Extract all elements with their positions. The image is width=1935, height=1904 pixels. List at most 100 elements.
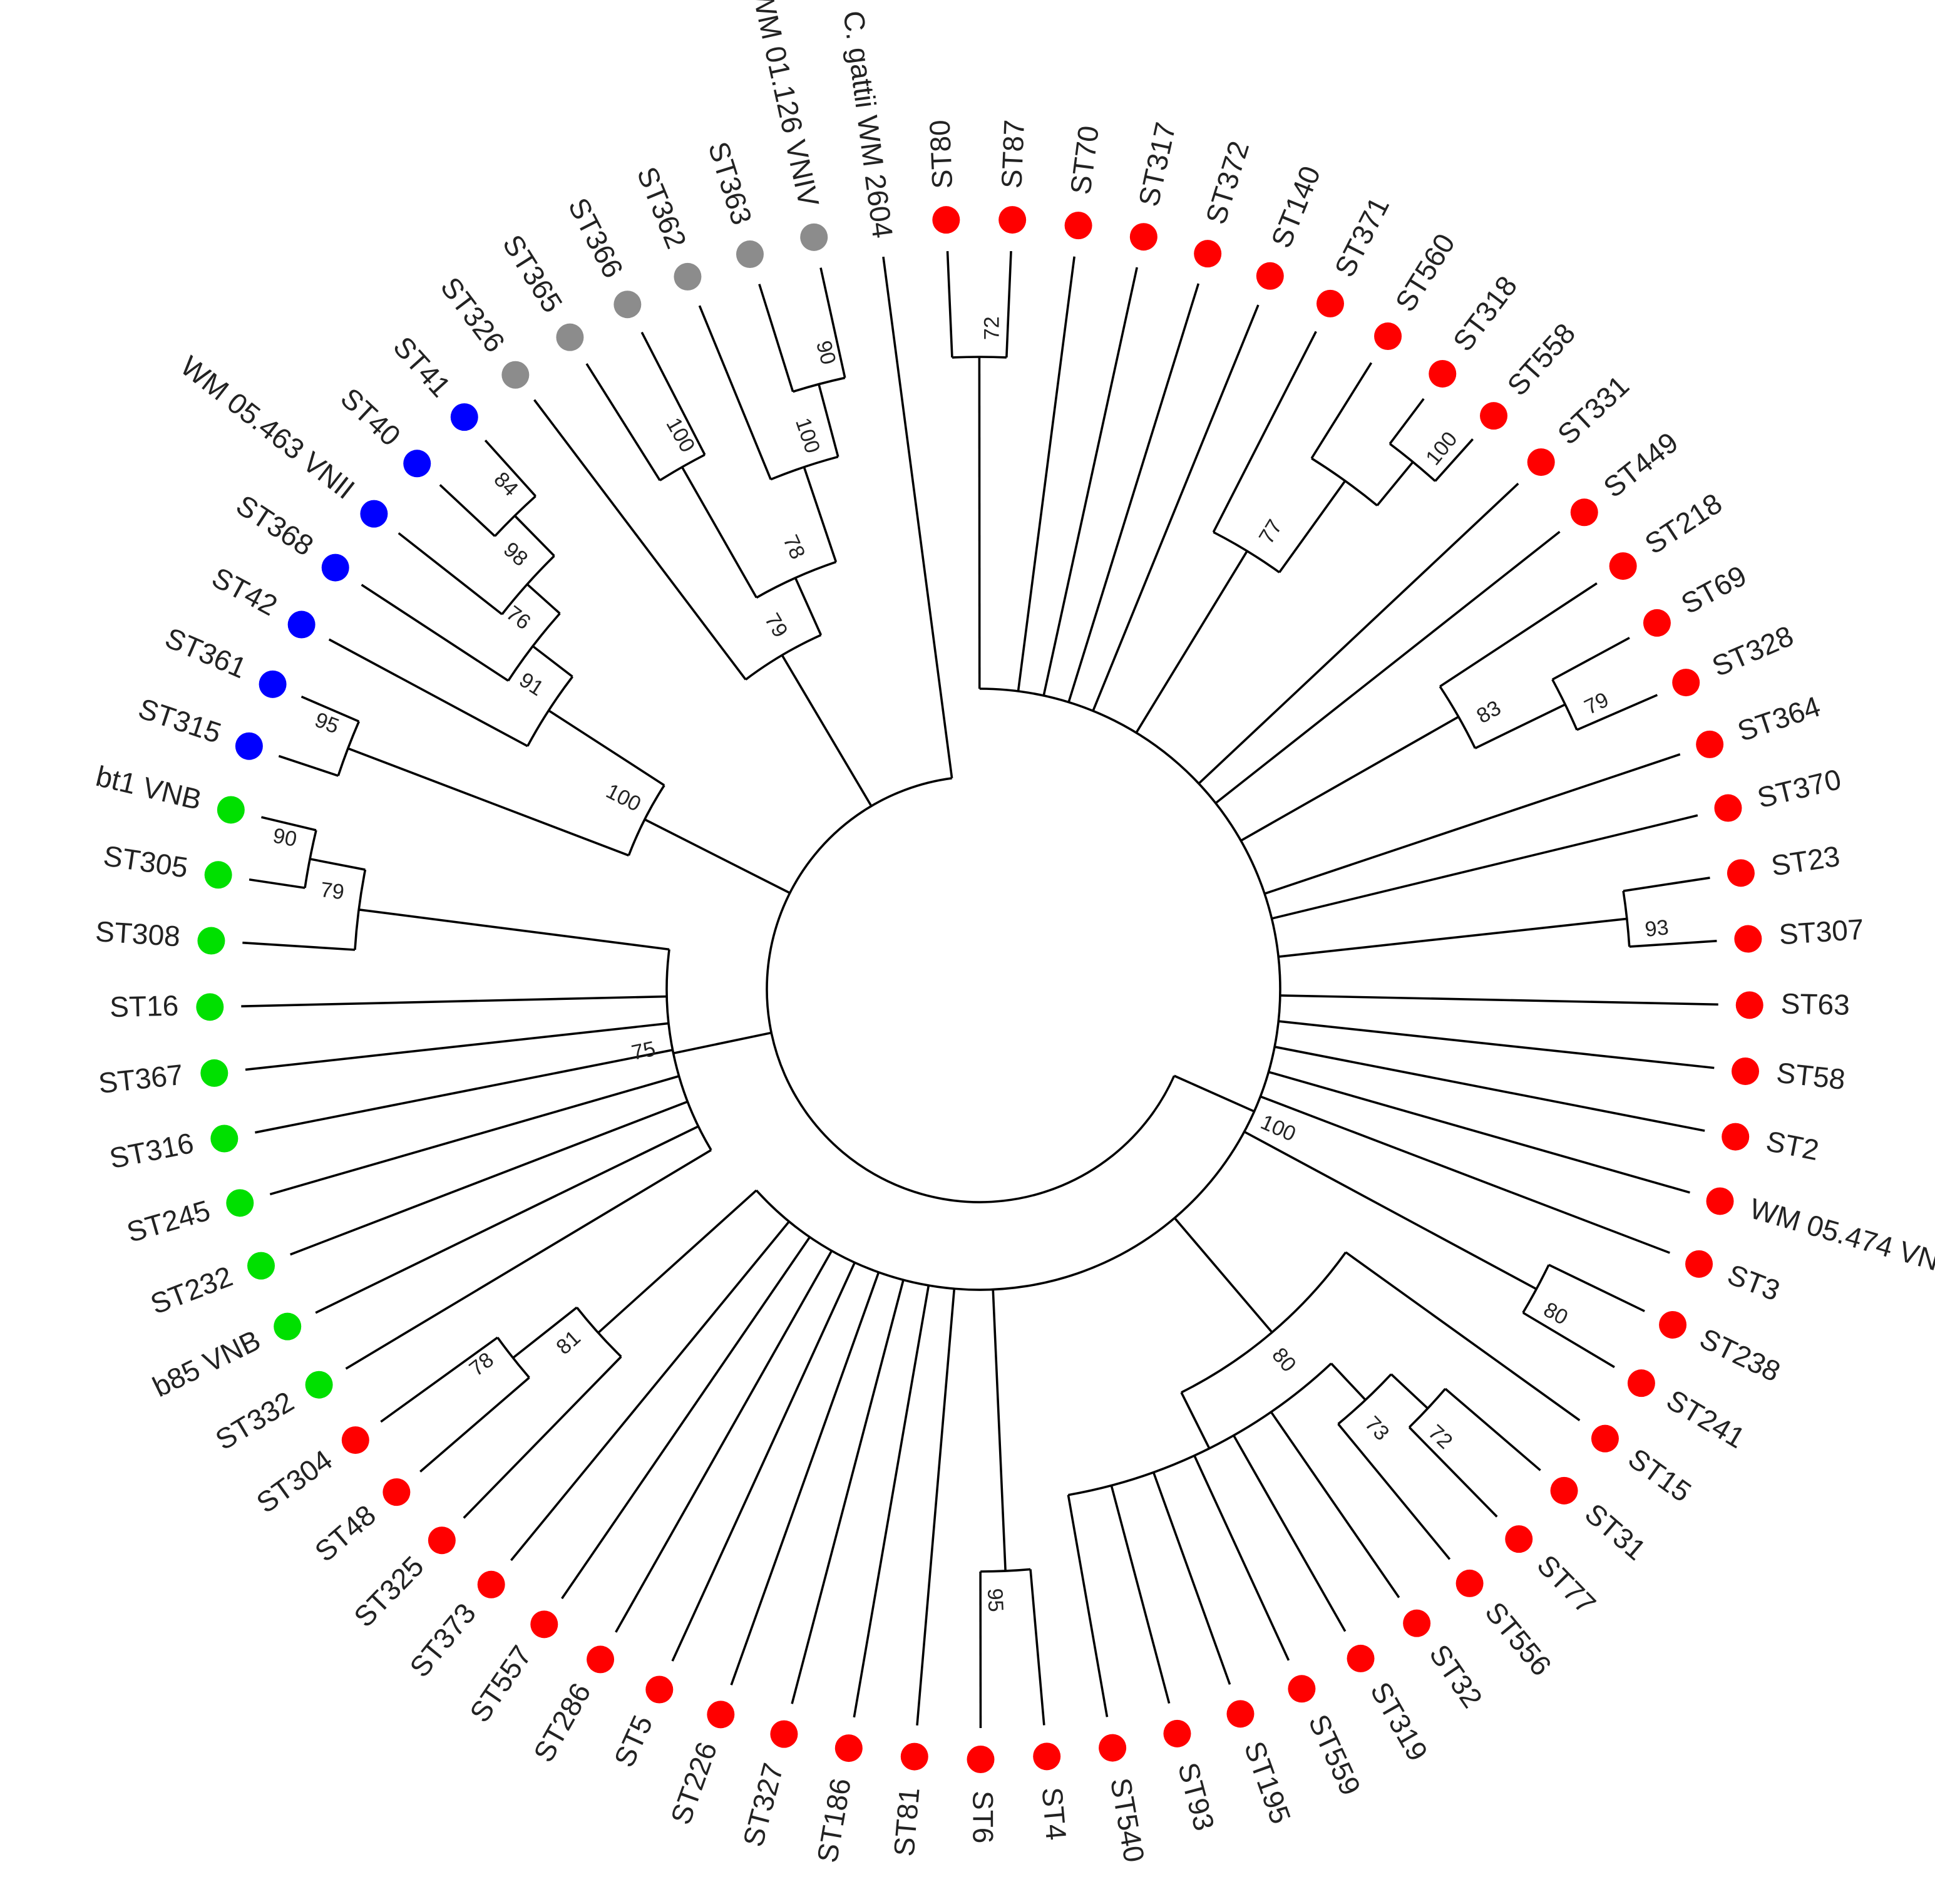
branch-line (1330, 1362, 1367, 1401)
branch-line (1551, 637, 1630, 681)
bootstrap-value: 100 (602, 779, 645, 816)
leaf-label: ST16 (110, 989, 179, 1024)
branch-line (680, 466, 757, 599)
leaf-marker (1550, 1476, 1578, 1505)
leaf-marker (770, 1720, 798, 1748)
branch-line (992, 1289, 1007, 1572)
leaf-label: ST42 (207, 561, 282, 622)
branch-line (1629, 940, 1717, 948)
leaf-label: WM 01.126 VNIV (746, 0, 825, 210)
branch-line (803, 466, 838, 563)
leaf-label: ST245 (123, 1194, 214, 1249)
branch-line (1280, 994, 1718, 1006)
branch-line (328, 638, 528, 748)
leaf-label: ST560 (1388, 228, 1461, 317)
leaf-label: ST69 (1676, 559, 1752, 620)
leaf-label: ST241 (1661, 1383, 1751, 1454)
leaf-marker (204, 861, 232, 889)
leaf-label: ST307 (1778, 913, 1865, 951)
branch-arc (337, 721, 360, 776)
leaf-label: ST286 (527, 1677, 597, 1768)
branch-line (585, 363, 661, 481)
leaf-label: ST318 (1446, 270, 1523, 358)
branch-arc (1389, 443, 1436, 482)
leaf-marker (587, 1645, 615, 1674)
leaf-marker (1429, 359, 1457, 388)
leaf-marker (1714, 794, 1742, 822)
leaf-marker (274, 1312, 302, 1341)
leaf-label: ST140 (1265, 162, 1327, 252)
branch-arc (1551, 679, 1578, 731)
branch-line (644, 818, 791, 894)
branch-line (698, 305, 772, 480)
branch-line (794, 577, 823, 636)
leaf-label: WM 05.463 VNII (175, 349, 361, 505)
leaf-marker (1696, 730, 1724, 758)
leaf-label: ST80 (923, 119, 959, 189)
leaf-marker (1347, 1644, 1375, 1672)
bootstrap-value: 78 (465, 1348, 498, 1381)
branch-line (1243, 1130, 1537, 1290)
bootstrap-value: 98 (499, 538, 533, 572)
branch-line (1337, 1423, 1451, 1560)
branch-line (533, 399, 747, 681)
branch-line (531, 645, 573, 678)
branch-line (241, 995, 667, 1007)
leaf-label: ST3 (1723, 1258, 1784, 1307)
leaf-label: ST87 (995, 119, 1030, 189)
leaf-label: ST81 (887, 1786, 925, 1858)
branch-arc (501, 555, 555, 615)
leaf-label: ST63 (1780, 987, 1850, 1021)
leaf-label: ST31 (1579, 1497, 1652, 1567)
leaf-marker (932, 206, 960, 234)
leaf-label: ST32 (1423, 1639, 1489, 1714)
leaf-label: ST317 (1132, 120, 1182, 209)
leaf-label: ST186 (811, 1776, 857, 1865)
branch-line (882, 256, 953, 779)
leaf-marker (1455, 1569, 1484, 1597)
bootstrap-value: 81 (552, 1326, 585, 1360)
branch-line (512, 1306, 578, 1359)
leaf-label: ST5 (607, 1711, 659, 1772)
branch-line (315, 1125, 699, 1314)
leaf-marker (800, 223, 828, 251)
leaf-marker (1706, 1187, 1734, 1215)
branch-arc (304, 830, 317, 888)
branch-line (1240, 716, 1459, 842)
branch-line (1376, 461, 1414, 507)
bootstrap-value: 72 (1424, 1420, 1457, 1454)
branch-line (1408, 1426, 1498, 1518)
leaf-label: ST363 (702, 138, 758, 229)
branch-line (1278, 917, 1628, 958)
bootstrap-value: 91 (515, 668, 548, 701)
leaf-label: ST368 (230, 488, 319, 562)
branch-line (463, 1356, 622, 1519)
leaf-marker (1194, 240, 1222, 268)
branch-line (1067, 1495, 1109, 1717)
leaf-label: ST195 (1238, 1737, 1298, 1828)
leaf-marker (217, 796, 245, 824)
leaf-marker (1527, 448, 1555, 476)
branch-line (548, 709, 665, 786)
leaf-marker (556, 323, 584, 351)
branch-line (758, 284, 794, 393)
leaf-marker (341, 1426, 369, 1454)
branch-arc (766, 777, 1176, 1203)
leaf-marker (477, 1570, 505, 1598)
bootstrap-value: 79 (760, 609, 793, 642)
branch-line (1274, 1046, 1705, 1132)
branch-line (345, 1149, 712, 1370)
leaf-marker (226, 1189, 254, 1217)
branch-line (1345, 1251, 1581, 1421)
branch-line (347, 747, 629, 857)
leaf-label: ST2 (1763, 1124, 1822, 1166)
leaf-marker (501, 361, 530, 389)
leaf-label: ST326 (434, 271, 511, 358)
branch-line (1278, 1020, 1715, 1069)
leaf-marker (197, 927, 225, 955)
leaf-marker (613, 291, 642, 319)
leaf-marker (1659, 1310, 1687, 1339)
leaf-label: ST316 (107, 1126, 197, 1175)
leaf-label: ST304 (250, 1443, 338, 1520)
leaf-marker (707, 1701, 735, 1729)
